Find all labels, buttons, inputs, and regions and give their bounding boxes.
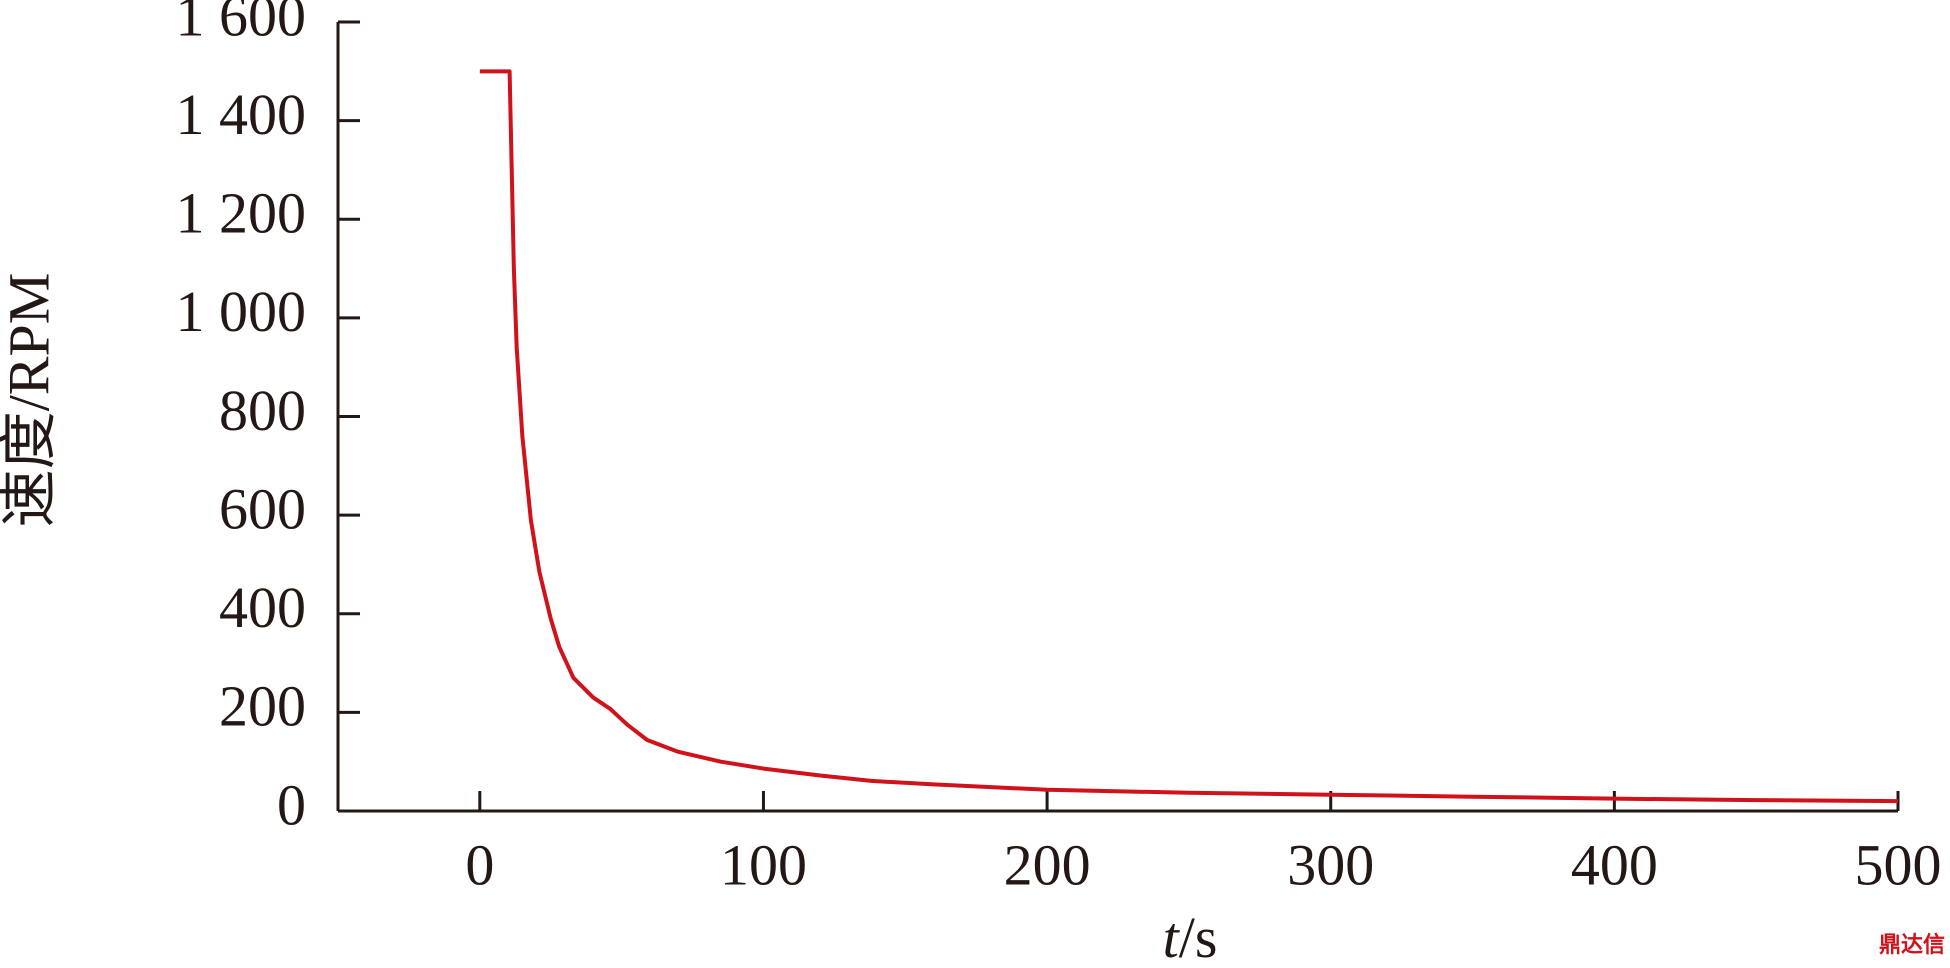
y-tick-label: 0 [277, 772, 306, 837]
y-tick-label: 1 400 [176, 82, 307, 147]
x-tick-label: 500 [1855, 832, 1942, 897]
y-tick-label: 1 000 [176, 279, 307, 344]
x-axis-title: t/s [1163, 905, 1218, 968]
y-tick-label: 200 [219, 674, 306, 739]
x-tick-label: 0 [465, 832, 494, 897]
line-series [479, 69, 1899, 804]
y-tick-label: 1 200 [176, 181, 307, 246]
y-tick-label: 600 [219, 476, 306, 541]
y-axis-title: 速度/RPM [0, 273, 61, 528]
x-tick-label: 400 [1571, 832, 1658, 897]
x-tick-label: 200 [1004, 832, 1091, 897]
y-tick-label: 400 [219, 575, 306, 640]
x-tick-label: 300 [1287, 832, 1374, 897]
x-tick-label: 100 [720, 832, 807, 897]
y-tick-label: 800 [219, 378, 306, 443]
y-tick-label: 1 600 [176, 0, 307, 48]
watermark: 鼎达信 [1879, 932, 1945, 958]
